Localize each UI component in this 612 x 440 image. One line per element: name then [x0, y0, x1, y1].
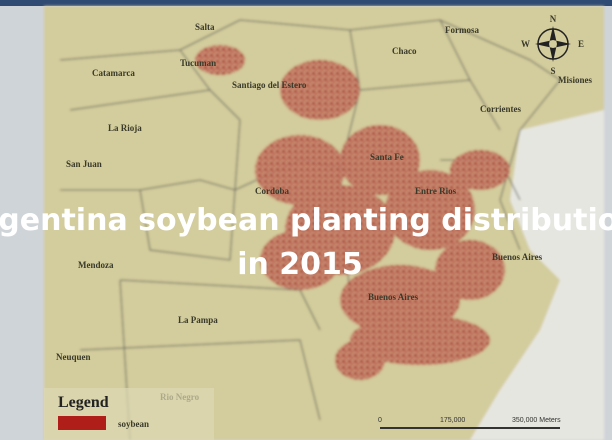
legend-title: Legend — [58, 394, 109, 411]
province-label: Buenos Aires — [492, 252, 543, 262]
legend-swatch — [58, 416, 106, 430]
province-label: La Rioja — [108, 123, 142, 133]
top-band — [0, 0, 612, 6]
compass-w: W — [521, 39, 530, 49]
province-label: Entre Rios — [415, 186, 457, 196]
map-screenshot: Salta Formosa Tucuman Chaco Catamarca Santiag… — [0, 0, 612, 440]
province-label: Santiago del Estero — [232, 80, 307, 90]
title-line: in 2015 — [237, 247, 363, 282]
compass-e: E — [578, 39, 584, 49]
scale-label: 350,000 Meters — [512, 417, 561, 424]
compass-n: N — [550, 14, 557, 24]
province-label: La Pampa — [178, 315, 218, 325]
province-label: San Juan — [66, 159, 102, 169]
province-label: Santa Fe — [370, 152, 404, 162]
province-label: Buenos Aires — [368, 292, 419, 302]
compass-s: S — [550, 66, 555, 76]
scale-label: 175,000 — [440, 417, 465, 424]
province-label: Cordoba — [255, 186, 290, 196]
province-label: Formosa — [445, 25, 479, 35]
province-label: Tucuman — [180, 58, 216, 68]
province-label: Corrientes — [480, 104, 521, 114]
legend-item: soybean — [118, 419, 149, 429]
province-label: Chaco — [392, 46, 417, 56]
province-label: Mendoza — [78, 260, 114, 270]
province-label: Catamarca — [92, 68, 135, 78]
title-line: Argentina soybean planting distribution — [0, 203, 612, 238]
legend: Legend soybean — [44, 388, 214, 440]
province-label: Misiones — [558, 75, 592, 85]
province-label: Salta — [195, 22, 215, 32]
scale-label: 0 — [378, 417, 382, 424]
province-label: Neuquen — [56, 352, 91, 362]
